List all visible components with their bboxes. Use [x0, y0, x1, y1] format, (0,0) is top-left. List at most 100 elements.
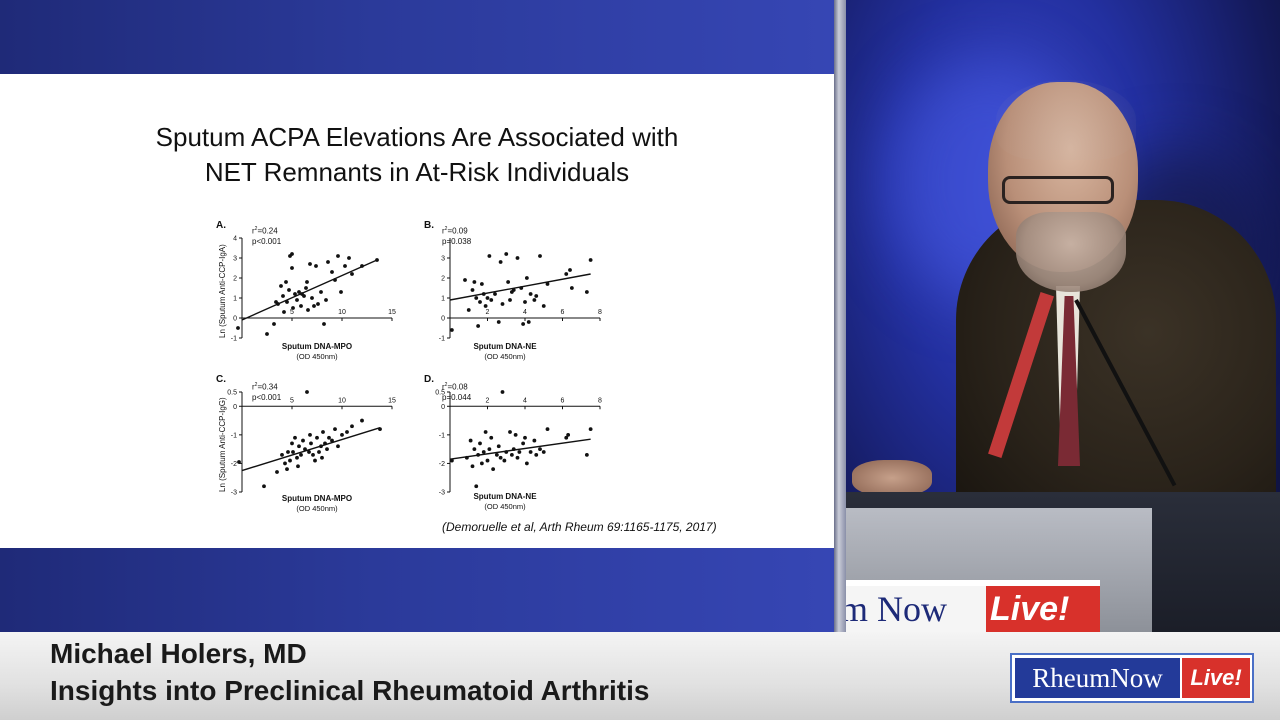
data-point	[312, 304, 316, 308]
data-point	[466, 308, 471, 312]
x-axis-label: Sputum DNA-MPO	[281, 494, 353, 503]
data-point	[308, 262, 312, 266]
data-point	[322, 322, 326, 326]
data-point	[513, 432, 518, 437]
data-point	[502, 458, 507, 463]
talk-title: Insights into Preclinical Rheumatoid Art…	[50, 675, 650, 706]
data-point	[309, 441, 313, 446]
data-point	[333, 278, 337, 282]
data-point	[487, 447, 492, 452]
data-point	[541, 450, 546, 454]
data-point	[236, 326, 240, 330]
panel-letter: D.	[424, 374, 434, 385]
data-point	[336, 444, 340, 449]
data-point	[321, 430, 325, 434]
data-point	[474, 296, 479, 300]
y-tick-label: 3	[233, 256, 237, 263]
data-point	[479, 461, 484, 466]
data-point	[319, 444, 323, 449]
data-point	[290, 252, 294, 256]
slide-citation: (Demoruelle et al, Arth Rheum 69:1165-11…	[442, 520, 717, 534]
data-point	[496, 444, 501, 449]
data-point	[472, 447, 477, 452]
data-point	[302, 294, 306, 298]
x-tick-label: 10	[338, 397, 346, 404]
data-point	[472, 280, 477, 284]
data-point	[343, 264, 347, 268]
podium-sign-text: m Now	[846, 586, 986, 632]
y-tick-label: -1	[231, 432, 237, 439]
data-point	[515, 256, 520, 260]
data-point	[274, 300, 278, 304]
y-tick-label: 2	[441, 276, 445, 283]
r-squared-label: r2=0.09	[442, 226, 468, 236]
data-point	[545, 282, 550, 286]
data-point	[290, 266, 294, 270]
data-point	[468, 438, 473, 443]
data-point	[524, 461, 529, 466]
speaker-glasses	[1002, 176, 1114, 204]
data-point	[347, 256, 351, 260]
r-squared-label: r2=0.24	[252, 226, 278, 236]
data-point	[262, 484, 266, 489]
panel-stats: r2=0.34 p<0.001	[252, 380, 281, 403]
slide-title: Sputum ACPA Elevations Are Associated wi…	[0, 120, 834, 190]
data-point	[526, 320, 531, 324]
podium-sign: m Now Live!	[846, 580, 1100, 632]
data-point	[508, 430, 512, 434]
data-point	[478, 441, 482, 446]
x-tick-label: 4	[523, 309, 527, 316]
panel-stats: r2=0.08 p=0.044	[442, 380, 471, 403]
data-point	[325, 447, 329, 452]
data-point	[500, 302, 505, 306]
data-point	[532, 438, 537, 443]
x-tick-label: 8	[598, 309, 602, 316]
data-point	[282, 310, 286, 314]
data-point	[532, 298, 537, 302]
data-point	[564, 435, 569, 440]
data-point	[286, 450, 290, 454]
x-axis-label: Sputum DNA-MPO	[281, 342, 353, 351]
regression-line	[241, 427, 381, 472]
data-point	[293, 292, 297, 296]
data-point	[470, 288, 475, 292]
data-point	[485, 296, 490, 300]
data-point	[315, 435, 319, 440]
scatter-panel-c: C. r2=0.34 p<0.001 -3 -2 -1 0 0.5 5 10 15 Ln (S…	[216, 374, 411, 524]
data-point	[330, 270, 334, 274]
data-point	[545, 427, 550, 432]
p-value-label: p<0.001	[252, 236, 282, 246]
data-point	[330, 438, 334, 443]
data-point	[305, 280, 309, 284]
data-point	[517, 450, 522, 454]
x-tick-label: 15	[388, 309, 396, 316]
scatter-panel-a: A. r2=0.24 p<0.001 -1 0 1 2 3 4 5 10 15 Ln (Sput…	[216, 220, 411, 370]
data-point	[311, 452, 315, 457]
data-point	[291, 306, 295, 310]
data-point	[523, 300, 527, 304]
data-point	[305, 390, 309, 394]
scatter-plot: -1 0 1 2 3 2 4 6 8	[439, 238, 602, 343]
data-point	[524, 276, 529, 280]
data-point	[295, 455, 299, 460]
speaker-hair	[996, 80, 1136, 160]
data-point	[521, 441, 526, 446]
data-point	[290, 441, 294, 446]
data-point	[345, 430, 349, 434]
data-point	[481, 292, 486, 296]
scatter-panel-b: B. r2=0.09 p=0.038 -1 0 1 2 3 2 4 6 8 Sputum DNA…	[424, 220, 619, 370]
y-tick-label: -1	[231, 336, 237, 343]
y-axis-label: Ln (Sputum Anti-CCP-IgG)	[218, 397, 227, 492]
y-tick-label: 0	[441, 404, 445, 411]
panel-stats: r2=0.24 p<0.001	[252, 224, 281, 247]
data-point	[306, 308, 310, 312]
data-point	[476, 452, 481, 457]
data-point	[483, 304, 488, 308]
y-tick-label: 4	[233, 236, 237, 243]
data-point	[350, 424, 354, 429]
x-axis-label: Sputum DNA-NE	[473, 342, 537, 351]
data-point	[375, 258, 379, 262]
r-squared-label: r2=0.34	[252, 382, 278, 392]
y-tick-label: -3	[439, 490, 445, 497]
x-axis-unit: (OD 450nm)	[296, 352, 338, 361]
